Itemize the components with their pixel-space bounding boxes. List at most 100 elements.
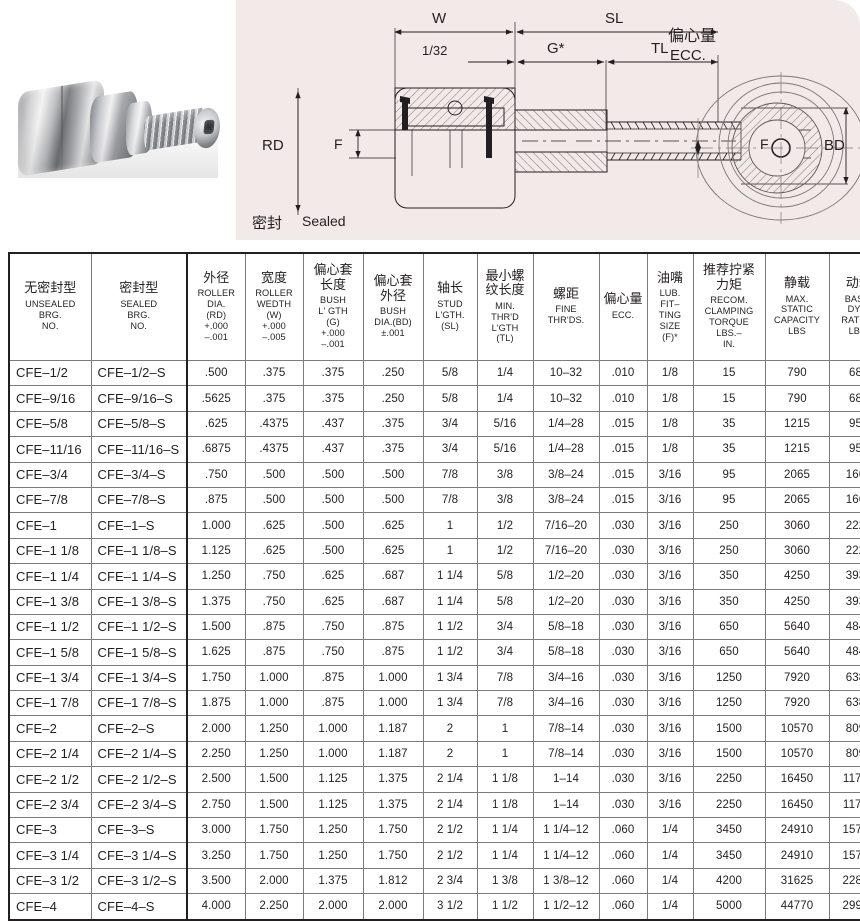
column-header-cn: 偏心套 长度 (304, 264, 363, 293)
spec-cell: 680 (829, 386, 860, 411)
spec-cell: .030 (599, 792, 647, 817)
spec-cell: 3/4–16 (533, 691, 599, 716)
bearing-number-cell: CFE–1 7/8 (9, 691, 91, 716)
bearing-number-cell: CFE–5/8 (9, 411, 91, 436)
spec-cell: 2225 (829, 513, 860, 538)
photo-shading (18, 78, 218, 178)
spec-cell: 1–14 (533, 792, 599, 817)
spec-cell: 1 3/4 (423, 665, 477, 690)
bearing-number-cell: CFE–1 1/2–S (91, 614, 187, 639)
spec-cell: 16450 (765, 792, 829, 817)
spec-cell: 24910 (765, 843, 829, 868)
spec-cell: 1 1/4–12 (533, 818, 599, 843)
column-header-cn: 动载 (830, 277, 860, 292)
cross-section-drawing (236, 0, 860, 240)
spec-cell: 1.500 (187, 614, 245, 639)
spec-cell: 2 1/2 (423, 843, 477, 868)
spec-cell: .625 (363, 538, 423, 563)
spec-cell: 1/8 (647, 437, 693, 462)
spec-cell: 8090 (829, 741, 860, 766)
spec-cell: 3/16 (647, 462, 693, 487)
spec-cell: 7/16–20 (533, 538, 599, 563)
spec-cell: 3/4 (423, 437, 477, 462)
spec-cell: 2225 (829, 538, 860, 563)
spec-cell: .030 (599, 691, 647, 716)
column-header-en: BUSH L' GTH (G) +.000 –.001 (304, 295, 363, 349)
column-header-cn: 无密封型 (10, 282, 91, 297)
bearing-number-cell: CFE–9/16 (9, 386, 91, 411)
spec-cell: 3930 (829, 564, 860, 589)
spec-cell: .625 (187, 411, 245, 436)
spec-cell: 2.500 (187, 767, 245, 792)
spec-cell: 2.000 (363, 894, 423, 920)
spec-cell: 22800 (829, 868, 860, 893)
bearing-number-cell: CFE–1 3/4–S (91, 665, 187, 690)
bearing-number-cell: CFE–1 (9, 513, 91, 538)
spec-cell: 3/16 (647, 792, 693, 817)
spec-cell: 1250 (693, 691, 765, 716)
spec-cell: 3/16 (647, 513, 693, 538)
spec-cell: .500 (245, 462, 303, 487)
spec-cell: 10–32 (533, 361, 599, 386)
column-header-12: 静载 MAX. STATIC CAPACITY LBS (765, 253, 829, 361)
spec-cell: 3930 (829, 589, 860, 614)
spec-cell: 1.125 (303, 792, 363, 817)
spec-cell: 31625 (765, 868, 829, 893)
spec-cell: 4250 (765, 589, 829, 614)
spec-cell: .250 (363, 361, 423, 386)
bearing-number-cell: CFE–2–S (91, 716, 187, 741)
spec-cell: 3/4 (423, 411, 477, 436)
bearing-number-cell: CFE–9/16–S (91, 386, 187, 411)
column-header-en: LUB. FIT– TING SIZE (F)* (648, 288, 693, 342)
spec-cell: .875 (363, 640, 423, 665)
spec-cell: 3/4 (477, 640, 533, 665)
bearing-number-cell: CFE–1 7/8–S (91, 691, 187, 716)
column-header-cn: 最小螺 纹长度 (478, 270, 533, 299)
spec-cell: 1.750 (363, 843, 423, 868)
column-header-en: RECOM. CLAMPING TORQUE LBS.– IN. (694, 295, 765, 349)
spec-cell: 5/16 (477, 411, 533, 436)
spec-cell: 1250 (693, 665, 765, 690)
spec-cell: 29985 (829, 894, 860, 920)
spec-cell: 2.750 (187, 792, 245, 817)
spec-cell: .750 (303, 614, 363, 639)
spec-cell: 1/4–28 (533, 411, 599, 436)
spec-cell: .030 (599, 716, 647, 741)
bearing-number-cell: CFE–1 5/8 (9, 640, 91, 665)
datasheet-page: W SL 1/32 G* TL RD BD F F 密封 Sealed 偏心量 … (0, 0, 860, 838)
column-header-en: MAX. STATIC CAPACITY LBS (766, 294, 829, 337)
spec-cell: 3.500 (187, 868, 245, 893)
bearing-number-cell: CFE–3/4 (9, 462, 91, 487)
spec-cell: 2 3/4 (423, 868, 477, 893)
technical-drawing-panel: W SL 1/32 G* TL RD BD F F 密封 Sealed 偏心量 … (236, 0, 860, 240)
column-header-cn: 静载 (766, 277, 829, 292)
spec-cell: 3/16 (647, 589, 693, 614)
column-header-en: BUSH DIA.(BD) ±.001 (364, 306, 423, 339)
bearing-number-cell: CFE–4–S (91, 894, 187, 920)
spec-cell: 3/16 (647, 716, 693, 741)
bearing-number-cell: CFE–1 1/4–S (91, 564, 187, 589)
spec-cell: .875 (303, 665, 363, 690)
bearing-number-cell: CFE–1/2–S (91, 361, 187, 386)
spec-cell: .750 (245, 564, 303, 589)
spec-cell: .015 (599, 437, 647, 462)
spec-cell: .060 (599, 894, 647, 920)
spec-cell: 4250 (765, 564, 829, 589)
column-header-en: MIN. THR'D L'GTH (TL) (478, 301, 533, 344)
spec-cell: 10570 (765, 716, 829, 741)
spec-cell: 1/2 (477, 538, 533, 563)
spec-cell: .750 (303, 640, 363, 665)
spec-cell: 95 (693, 487, 765, 512)
column-header-cn: 外径 (188, 272, 245, 287)
spec-cell: 790 (765, 386, 829, 411)
